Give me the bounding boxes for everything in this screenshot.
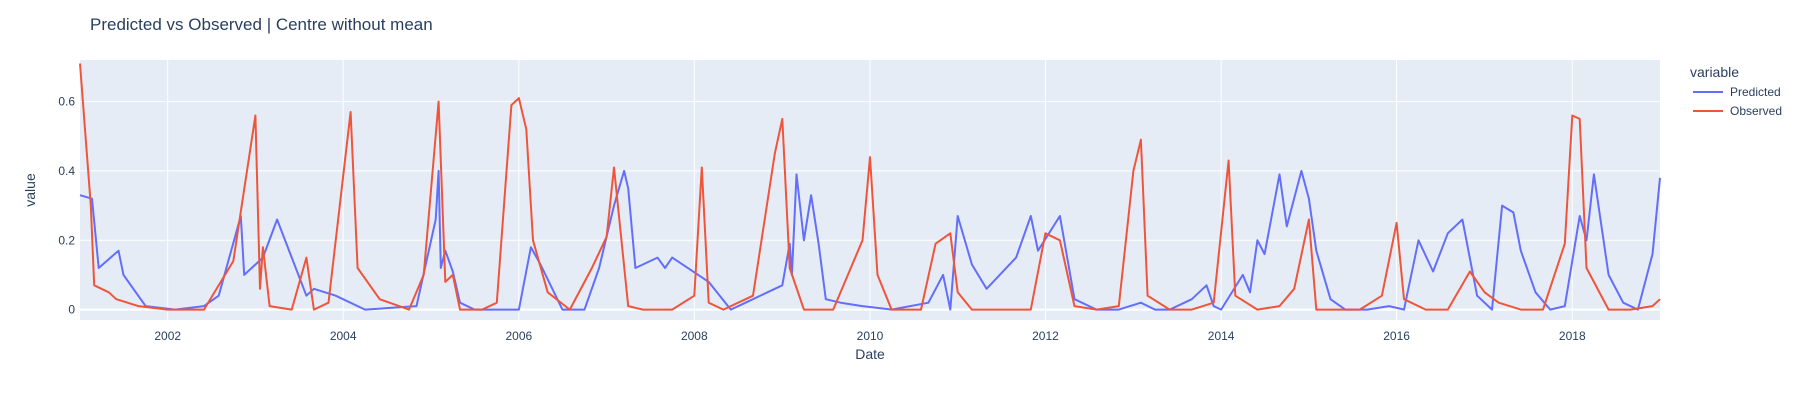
x-tick-label: 2006 <box>506 329 533 343</box>
y-tick-label: 0 <box>68 303 75 317</box>
legend-title: variable <box>1690 64 1739 80</box>
x-tick-label: 2010 <box>857 329 884 343</box>
y-tick-label: 0.2 <box>58 233 75 247</box>
series-line-observed <box>79 63 1661 311</box>
y-axis-ticks: 0 0.2 0.4 0.6 <box>58 95 75 317</box>
x-axis-ticks: 2002 2004 2006 2008 2010 2012 2014 2016 2018 <box>154 329 1586 343</box>
x-tick-label: 2018 <box>1559 329 1586 343</box>
x-tick-label: 2014 <box>1208 329 1235 343</box>
x-axis-title: Date <box>855 346 885 362</box>
data-lines <box>79 63 1661 311</box>
x-tick-label: 2012 <box>1032 329 1059 343</box>
grid <box>80 60 1660 320</box>
x-tick-label: 2004 <box>330 329 357 343</box>
x-tick-label: 2016 <box>1383 329 1410 343</box>
x-tick-label: 2002 <box>154 329 181 343</box>
chart-title: Predicted vs Observed | Centre without m… <box>90 15 433 34</box>
legend-item-observed[interactable]: Observed <box>1730 104 1782 118</box>
legend: variable Predicted Observed <box>1690 64 1782 118</box>
x-tick-label: 2008 <box>681 329 708 343</box>
series-line-predicted <box>79 169 1661 311</box>
y-tick-label: 0.6 <box>58 95 75 109</box>
y-axis-title: value <box>22 173 38 207</box>
legend-item-predicted[interactable]: Predicted <box>1730 85 1781 99</box>
y-tick-label: 0.4 <box>58 164 75 178</box>
